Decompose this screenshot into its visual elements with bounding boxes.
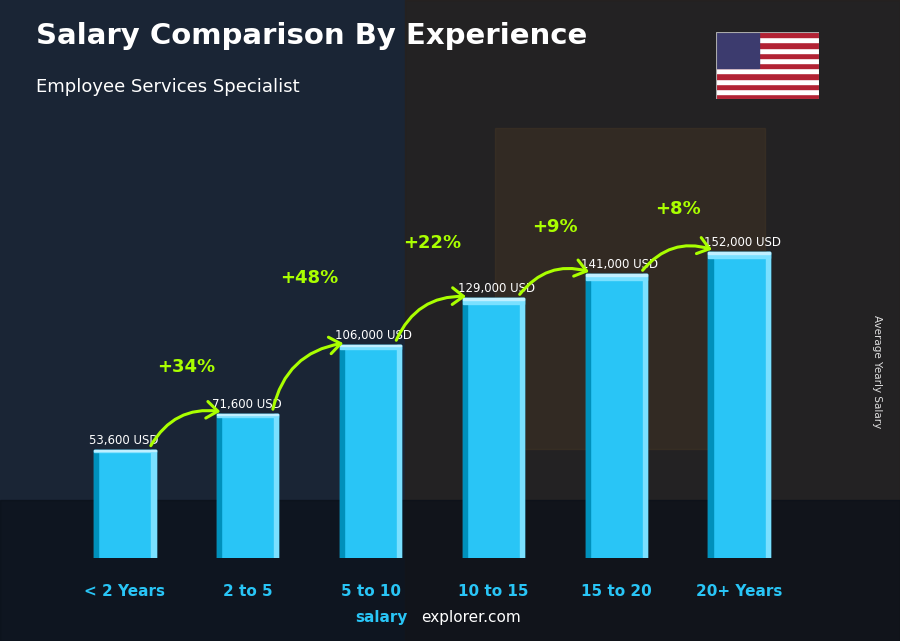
FancyArrowPatch shape [273,337,341,409]
Bar [340,345,401,349]
Text: Employee Services Specialist: Employee Services Specialist [36,78,300,96]
Bar [716,79,819,84]
Bar [463,299,524,304]
Text: 20+ Years: 20+ Years [696,584,782,599]
Bar [716,42,819,47]
Text: 5 to 10: 5 to 10 [340,584,400,599]
Text: +22%: +22% [403,235,461,253]
Bar [463,299,467,558]
Bar [94,450,156,558]
Bar [495,128,765,449]
Bar [520,299,524,558]
Text: 10 to 15: 10 to 15 [458,584,528,599]
Text: explorer.com: explorer.com [421,610,521,625]
Bar [716,63,819,69]
Bar [716,69,819,74]
Bar [0,500,900,641]
Text: 152,000 USD: 152,000 USD [704,237,780,249]
FancyArrowPatch shape [519,260,587,294]
Bar [708,252,770,558]
Bar [586,274,647,558]
Text: 129,000 USD: 129,000 USD [458,283,535,296]
Bar [716,32,819,37]
Bar [151,450,156,558]
Bar [217,414,278,417]
Text: 53,600 USD: 53,600 USD [89,434,158,447]
Text: 71,600 USD: 71,600 USD [212,398,282,411]
Bar [716,32,759,69]
Bar [217,414,278,558]
Text: < 2 Years: < 2 Years [85,584,166,599]
Bar [94,450,98,558]
FancyArrowPatch shape [151,401,218,445]
Text: +34%: +34% [158,358,215,376]
Bar [94,450,156,452]
Text: 141,000 USD: 141,000 USD [580,258,658,271]
Bar [708,252,770,254]
Text: 2 to 5: 2 to 5 [223,584,273,599]
Bar [340,345,401,558]
Bar [94,450,156,451]
Bar [340,345,401,346]
Bar [586,274,590,558]
Bar [766,252,770,558]
Bar [716,94,819,99]
Bar [463,299,524,558]
FancyArrowPatch shape [643,238,709,271]
Bar [217,414,278,415]
Bar [716,47,819,53]
Bar [405,0,900,641]
Bar [643,274,647,558]
Bar [716,74,819,79]
Bar [274,414,278,558]
Text: +8%: +8% [655,200,700,218]
Bar [708,252,713,558]
Bar [716,89,819,94]
Bar [217,414,221,558]
Bar [586,274,647,276]
Text: salary: salary [356,610,408,625]
Text: 106,000 USD: 106,000 USD [335,329,412,342]
Bar [716,84,819,89]
Text: 15 to 20: 15 to 20 [580,584,652,599]
Text: Average Yearly Salary: Average Yearly Salary [872,315,883,428]
Text: +48%: +48% [280,269,338,287]
Bar [340,345,344,558]
Bar [463,299,524,300]
FancyArrowPatch shape [396,288,464,340]
Bar [716,58,819,63]
Text: +9%: +9% [532,219,578,237]
Bar [708,252,770,258]
Text: Salary Comparison By Experience: Salary Comparison By Experience [36,22,587,51]
Bar [586,274,647,280]
Bar [716,53,819,58]
Bar [716,37,819,42]
Bar [397,345,401,558]
